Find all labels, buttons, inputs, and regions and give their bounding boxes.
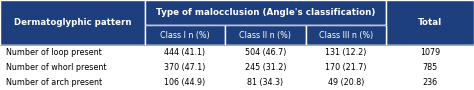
Text: 1079: 1079 xyxy=(420,48,440,57)
Text: 106 (44.9): 106 (44.9) xyxy=(164,78,206,87)
Text: 785: 785 xyxy=(422,63,438,72)
Text: 504 (46.7): 504 (46.7) xyxy=(245,48,286,57)
Text: 49 (20.8): 49 (20.8) xyxy=(328,78,364,87)
Bar xyxy=(0,0,145,45)
Text: Dermatoglyphic pattern: Dermatoglyphic pattern xyxy=(14,18,131,27)
Bar xyxy=(386,0,474,45)
Text: 131 (12.2): 131 (12.2) xyxy=(325,48,367,57)
Text: Total: Total xyxy=(418,18,442,27)
Bar xyxy=(0,75,145,90)
Bar xyxy=(386,45,474,60)
Bar xyxy=(386,60,474,75)
Bar xyxy=(306,45,386,60)
Text: 444 (41.1): 444 (41.1) xyxy=(164,48,205,57)
Bar xyxy=(145,0,386,25)
Bar xyxy=(386,75,474,90)
Bar xyxy=(0,45,145,60)
Bar xyxy=(306,25,386,45)
Bar xyxy=(306,60,386,75)
Text: 245 (31.2): 245 (31.2) xyxy=(245,63,286,72)
Text: 81 (34.3): 81 (34.3) xyxy=(247,78,283,87)
Bar xyxy=(225,60,306,75)
Bar xyxy=(145,45,225,60)
Text: 370 (47.1): 370 (47.1) xyxy=(164,63,206,72)
Bar xyxy=(306,75,386,90)
Text: Class I n (%): Class I n (%) xyxy=(160,31,210,40)
Bar xyxy=(225,75,306,90)
Text: Number of whorl present: Number of whorl present xyxy=(6,63,106,72)
Bar xyxy=(0,60,145,75)
Text: Class III n (%): Class III n (%) xyxy=(319,31,373,40)
Bar xyxy=(145,25,225,45)
Text: Number of arch present: Number of arch present xyxy=(6,78,102,87)
Text: Number of loop present: Number of loop present xyxy=(6,48,101,57)
Text: 236: 236 xyxy=(423,78,438,87)
Bar xyxy=(225,45,306,60)
Bar xyxy=(225,25,306,45)
Bar xyxy=(145,75,225,90)
Text: Type of malocclusion (Angle's classification): Type of malocclusion (Angle's classifica… xyxy=(156,8,375,17)
Bar xyxy=(145,60,225,75)
Text: 170 (21.7): 170 (21.7) xyxy=(325,63,367,72)
Text: Class II n (%): Class II n (%) xyxy=(239,31,292,40)
